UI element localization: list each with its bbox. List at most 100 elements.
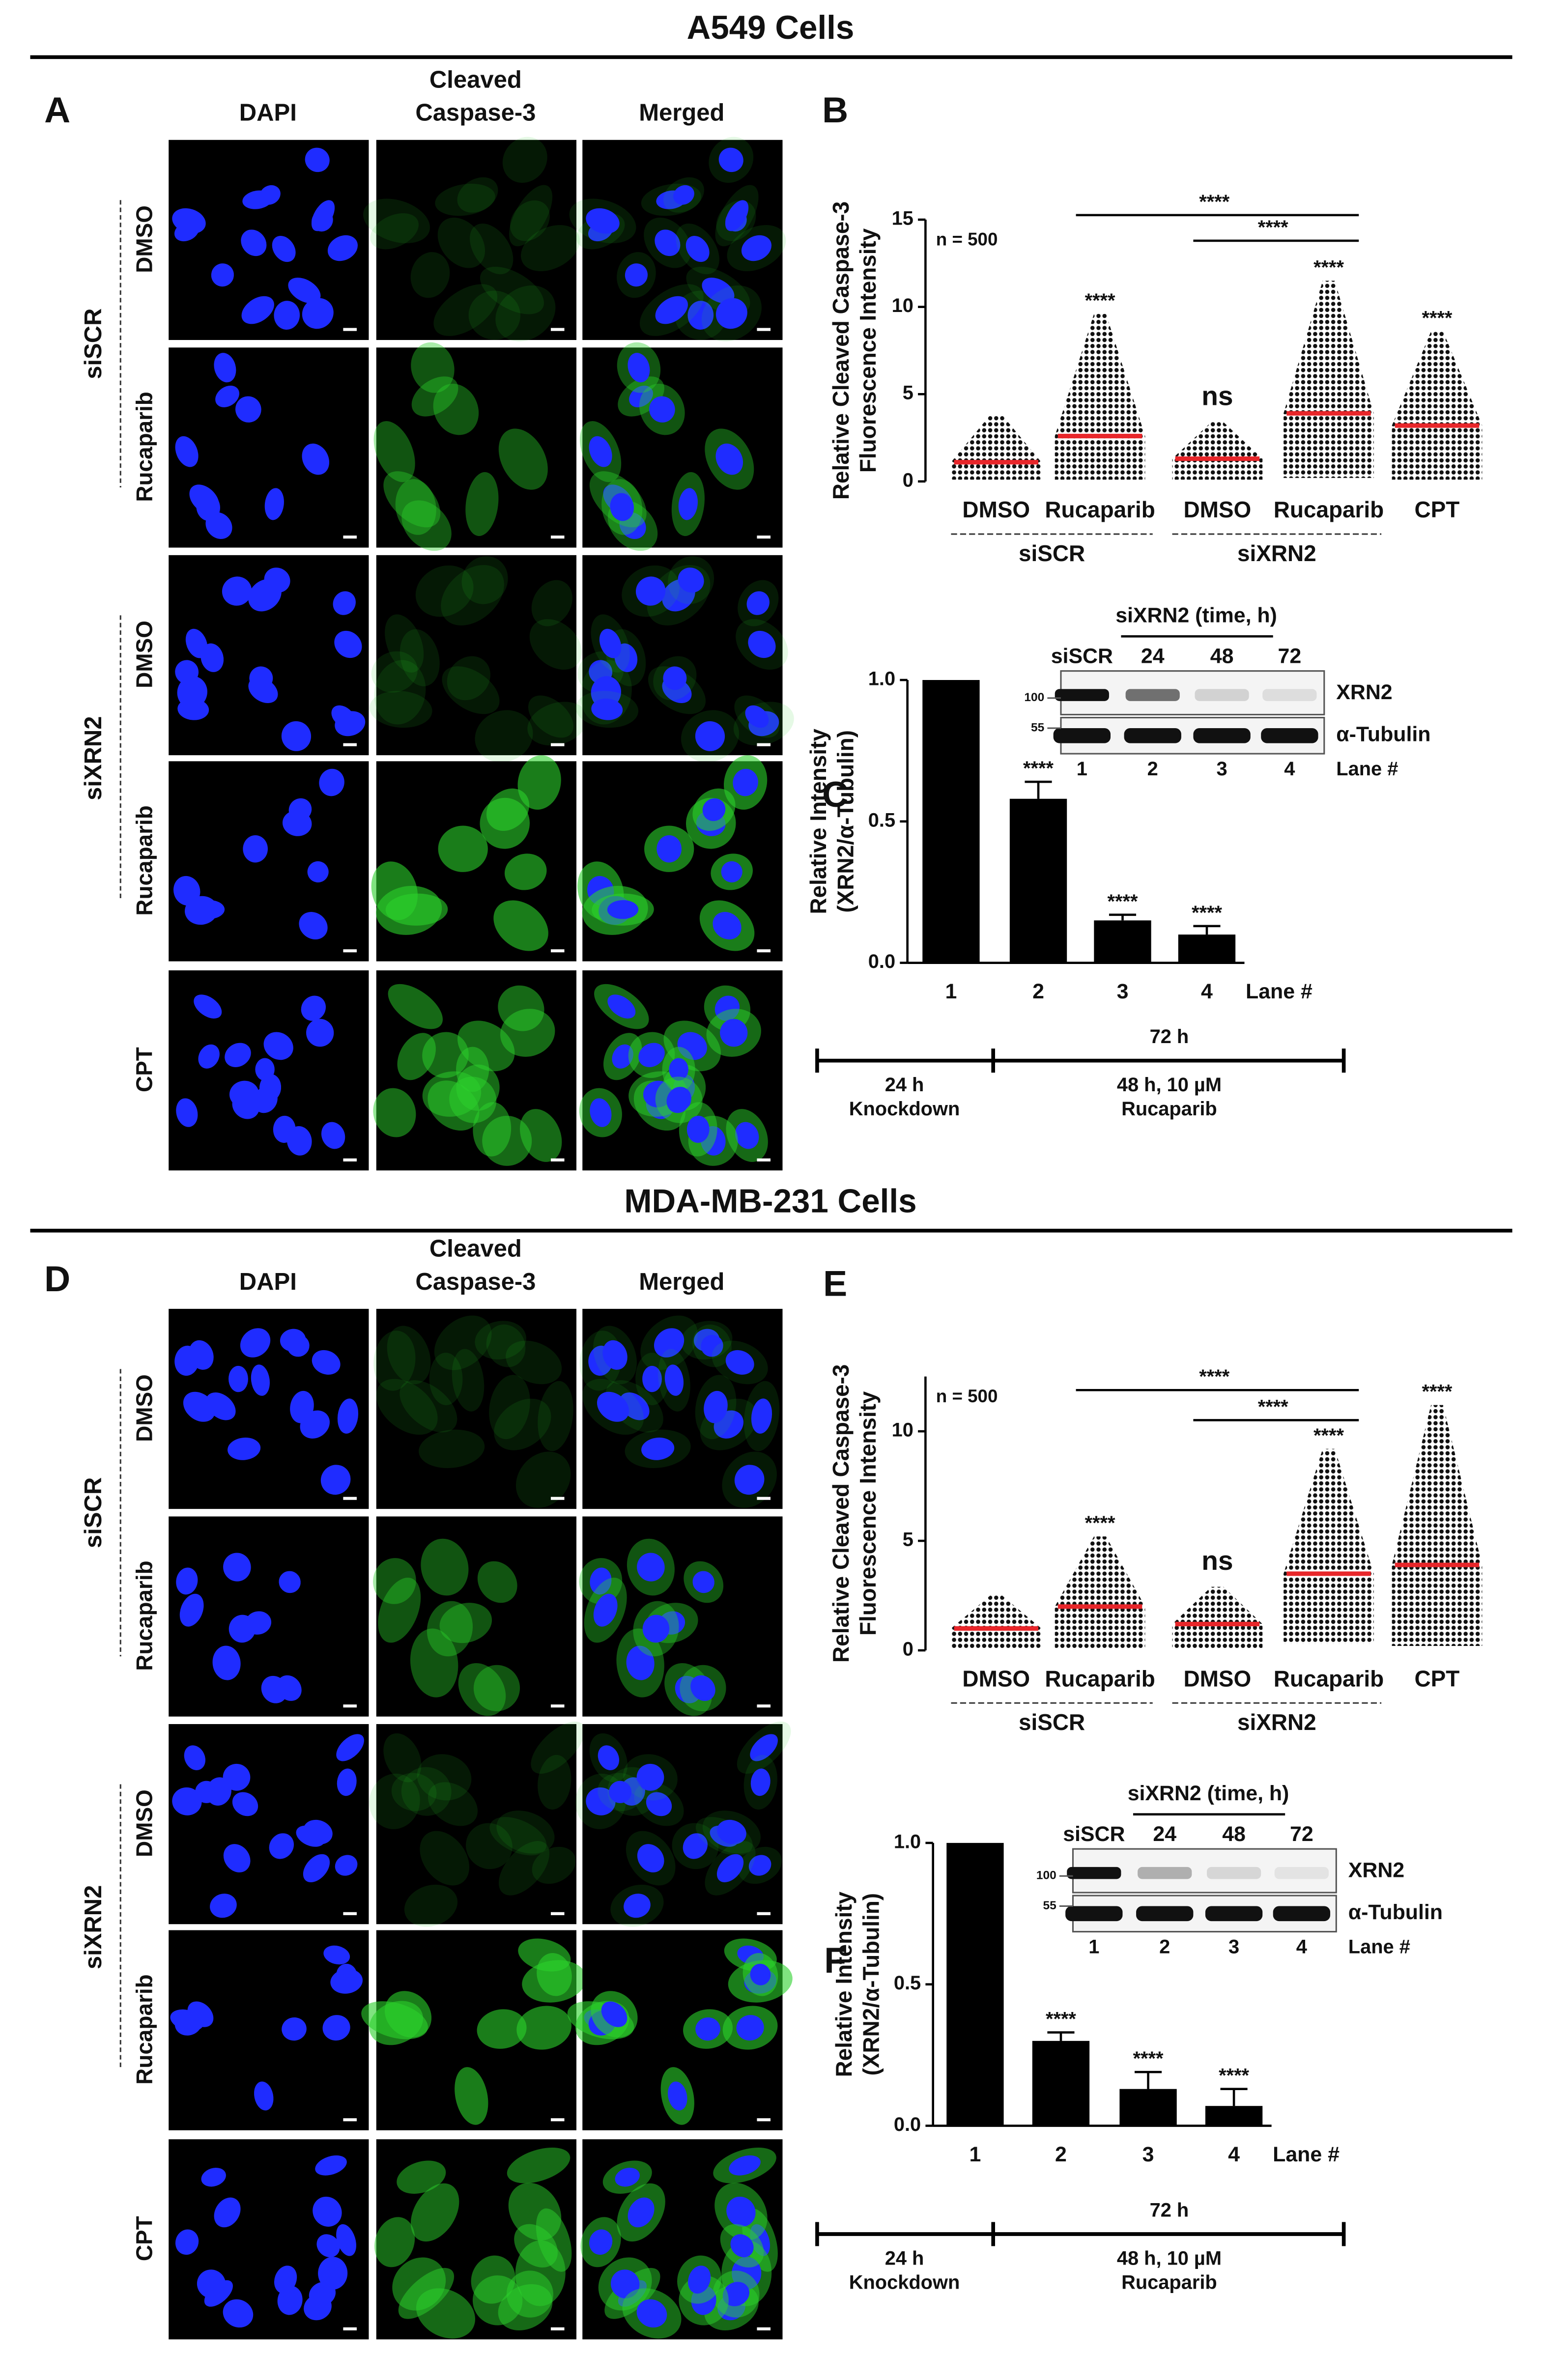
micrograph: [369, 1721, 585, 1927]
nucleus: [337, 1768, 357, 1796]
timeline: [815, 2222, 1346, 2246]
cytoplasm: [371, 651, 418, 693]
cytoplasm: [507, 2147, 571, 2183]
nucleus: [637, 1553, 665, 1582]
x-tick-label: Rucaparib: [1274, 1666, 1384, 1691]
micrograph: [575, 1721, 791, 1927]
x-tick-label: DMSO: [1184, 1666, 1252, 1691]
cytoplasm: [374, 660, 426, 725]
significance: ****: [1133, 2048, 1164, 2069]
nucleus: [299, 912, 328, 939]
lane-header: 24: [1153, 1822, 1176, 1846]
xrn2-band: [1138, 1867, 1192, 1879]
cytoplasm: [493, 900, 548, 951]
timeline-phase: Rucaparib: [1121, 2272, 1217, 2294]
cytoplasm: [427, 1601, 473, 1657]
nucleus: [721, 861, 742, 883]
bar: [1032, 2040, 1090, 2126]
cytoplasm: [486, 788, 530, 831]
data-points: [1172, 422, 1263, 480]
nucleus: [678, 488, 698, 520]
nucleus: [702, 278, 735, 304]
nucleus: [663, 666, 687, 690]
x-axis-label: Lane #: [1246, 980, 1313, 1003]
row-label: Rucaparib: [131, 1560, 157, 1671]
micrograph: [373, 1516, 577, 1717]
image-background: [376, 347, 577, 548]
nucleus: [624, 1894, 651, 1918]
lane-number: 1: [1088, 1936, 1099, 1958]
x-tick-label: 4: [1201, 980, 1213, 1003]
xrn2-band: [1262, 689, 1317, 701]
xrn2-band: [1125, 689, 1180, 701]
y-tick-label: 0: [903, 1638, 913, 1660]
group-label: siXRN2: [1237, 1709, 1316, 1735]
lane-number: 3: [1217, 758, 1227, 780]
cytoplasm: [477, 2009, 527, 2049]
micrograph: [567, 1930, 793, 2130]
nucleus: [729, 2155, 761, 2176]
nucleus: [599, 628, 622, 658]
cytoplasm: [397, 2160, 446, 2194]
protein-label: XRN2: [1336, 680, 1392, 704]
data-points: [1284, 281, 1374, 478]
comparison-label: ****: [1199, 191, 1229, 213]
nucleus: [212, 1645, 241, 1680]
cytoplasm: [376, 1379, 438, 1435]
data-points: [1172, 1587, 1263, 1648]
nucleus: [301, 995, 326, 1021]
nucleus: [602, 1340, 628, 1370]
group-label: siSCR: [80, 1477, 107, 1548]
x-tick-label: Rucaparib: [1045, 497, 1155, 522]
micrograph: [373, 1308, 577, 1509]
micrograph: [169, 1308, 369, 1509]
nucleus: [609, 1781, 632, 1803]
column-header: DAPI: [239, 100, 297, 126]
y-tick-label: 0.5: [868, 809, 895, 831]
column-header: Caspase-3: [415, 100, 536, 126]
tubulin-band: [1193, 728, 1251, 743]
cytoplasm: [510, 200, 550, 241]
nucleus: [636, 2299, 667, 2328]
cytoplasm: [480, 266, 544, 314]
column-header: Caspase-3: [415, 1269, 536, 1295]
nucleus: [223, 1553, 251, 1582]
nucleus: [597, 1391, 629, 1422]
data-points: [1055, 313, 1145, 480]
xrn2-band: [1195, 689, 1249, 701]
cytoplasm: [400, 1380, 457, 1433]
tubulin-band: [1065, 1906, 1123, 1922]
xrn2-band: [1055, 689, 1109, 701]
micrograph: [169, 970, 369, 1171]
panel-letter: D: [44, 1258, 70, 1299]
cytoplasm: [489, 1817, 547, 1856]
nucleus: [664, 1364, 684, 1396]
nucleus: [649, 396, 675, 423]
timeline-total: 72 h: [1150, 2200, 1189, 2221]
nucleus: [210, 1894, 237, 1918]
x-tick-label: DMSO: [962, 497, 1030, 522]
cytoplasm: [455, 2067, 488, 2125]
comparison-label: ****: [1258, 217, 1288, 238]
nucleus: [228, 1437, 261, 1460]
cytoplasm: [500, 1009, 555, 1057]
x-tick-label: 4: [1228, 2143, 1240, 2166]
nucleus: [750, 1734, 778, 1761]
nucleus: [305, 147, 330, 172]
nucleus: [176, 1567, 198, 1595]
timeline-phase: Rucaparib: [1121, 1098, 1217, 1120]
significance: ****: [1219, 2065, 1249, 2087]
error-bar: [1220, 2088, 1248, 2106]
micrograph: [580, 2139, 783, 2340]
row-label: CPT: [131, 2216, 157, 2261]
nucleus: [669, 1058, 688, 1081]
nucleus: [637, 1844, 664, 1872]
nucleus: [303, 1819, 333, 1844]
nucleus: [214, 2197, 241, 2228]
nucleus: [333, 591, 356, 615]
nucleus: [718, 147, 743, 172]
cytoplasm: [477, 1561, 517, 1603]
nucleus: [214, 353, 236, 383]
nucleus: [315, 2155, 347, 2176]
nucleus: [302, 443, 330, 475]
